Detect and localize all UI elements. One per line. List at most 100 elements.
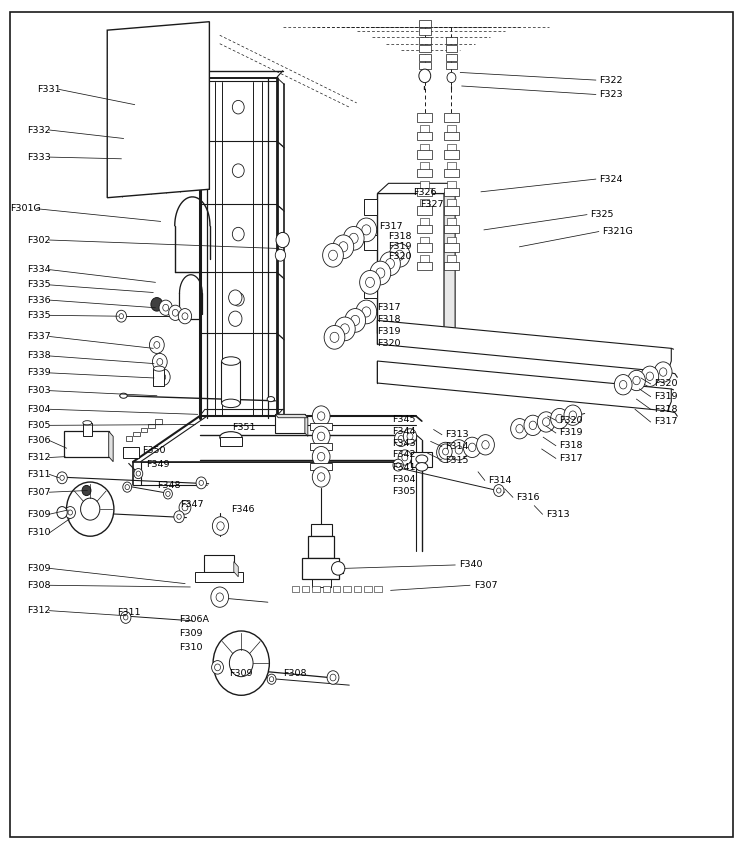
Circle shape: [529, 421, 536, 430]
Circle shape: [317, 432, 325, 441]
Bar: [444, 188, 459, 196]
Bar: [444, 150, 459, 159]
Circle shape: [179, 501, 191, 514]
Circle shape: [233, 100, 244, 114]
Circle shape: [551, 408, 568, 429]
Text: F314: F314: [488, 475, 512, 485]
Text: F307: F307: [473, 581, 497, 590]
Text: F311: F311: [27, 470, 51, 479]
Circle shape: [402, 454, 408, 461]
Text: F312: F312: [27, 606, 51, 616]
Text: F308: F308: [27, 581, 51, 590]
Circle shape: [82, 486, 91, 496]
Bar: [364, 200, 377, 215]
Circle shape: [149, 336, 164, 353]
Circle shape: [57, 507, 68, 519]
Text: F317: F317: [377, 303, 401, 312]
Circle shape: [398, 450, 412, 465]
Circle shape: [450, 440, 468, 460]
Circle shape: [537, 412, 555, 432]
Text: F318: F318: [655, 405, 678, 413]
Bar: [444, 169, 459, 177]
Text: F317: F317: [559, 454, 583, 463]
Polygon shape: [305, 414, 308, 436]
Circle shape: [395, 250, 404, 261]
Text: F309: F309: [27, 564, 51, 573]
Text: F318: F318: [377, 315, 401, 324]
Bar: [447, 218, 456, 225]
Circle shape: [163, 489, 172, 499]
Circle shape: [230, 649, 253, 677]
Circle shape: [333, 235, 354, 259]
Bar: [446, 37, 458, 43]
Bar: [444, 262, 459, 271]
Circle shape: [317, 473, 325, 481]
Circle shape: [646, 372, 654, 380]
Text: F320: F320: [559, 416, 583, 424]
Circle shape: [389, 244, 410, 267]
Bar: [419, 20, 431, 27]
Circle shape: [125, 485, 129, 490]
Polygon shape: [377, 320, 671, 372]
Text: F345: F345: [392, 415, 416, 424]
Circle shape: [349, 233, 358, 244]
Text: F317: F317: [655, 418, 678, 426]
Circle shape: [276, 233, 289, 248]
Text: F317: F317: [379, 222, 403, 231]
Circle shape: [356, 300, 377, 323]
Text: F333: F333: [27, 153, 51, 161]
Text: F351: F351: [233, 423, 256, 431]
Circle shape: [160, 374, 166, 380]
Text: F344: F344: [392, 427, 416, 436]
Text: F319: F319: [655, 392, 678, 401]
Text: F327: F327: [421, 200, 444, 209]
Ellipse shape: [82, 421, 91, 424]
Ellipse shape: [154, 366, 165, 371]
Circle shape: [212, 517, 229, 536]
Bar: [153, 368, 164, 385]
Polygon shape: [108, 431, 113, 462]
Text: F305: F305: [27, 421, 51, 430]
Text: F347: F347: [181, 500, 204, 509]
Text: F349: F349: [146, 460, 170, 469]
Bar: [447, 237, 456, 244]
Text: F309: F309: [27, 509, 51, 519]
Bar: [418, 244, 432, 252]
Circle shape: [362, 225, 371, 235]
Bar: [447, 181, 456, 188]
Circle shape: [213, 631, 270, 695]
Circle shape: [360, 271, 380, 295]
Bar: [419, 37, 431, 43]
Ellipse shape: [331, 561, 345, 575]
Bar: [302, 558, 339, 578]
Bar: [343, 586, 351, 592]
Text: F338: F338: [27, 351, 51, 361]
Polygon shape: [377, 183, 455, 194]
Circle shape: [386, 259, 395, 269]
Bar: [123, 447, 139, 458]
Circle shape: [57, 472, 68, 484]
Circle shape: [312, 467, 330, 487]
Bar: [310, 464, 332, 470]
Circle shape: [233, 293, 244, 306]
Bar: [421, 256, 429, 262]
Bar: [421, 181, 429, 188]
Text: F320: F320: [655, 380, 678, 388]
Text: F348: F348: [157, 481, 181, 490]
Bar: [310, 443, 332, 450]
Circle shape: [172, 309, 178, 316]
Ellipse shape: [120, 393, 127, 398]
Text: F335: F335: [27, 311, 51, 320]
Text: F304: F304: [392, 475, 416, 484]
Bar: [310, 423, 332, 430]
Bar: [308, 537, 334, 558]
Circle shape: [345, 308, 366, 332]
Circle shape: [155, 368, 170, 385]
Bar: [444, 206, 459, 215]
Circle shape: [60, 475, 65, 481]
Bar: [140, 428, 147, 432]
Circle shape: [419, 69, 431, 82]
Circle shape: [199, 481, 204, 486]
Circle shape: [628, 370, 646, 391]
Circle shape: [496, 488, 501, 493]
